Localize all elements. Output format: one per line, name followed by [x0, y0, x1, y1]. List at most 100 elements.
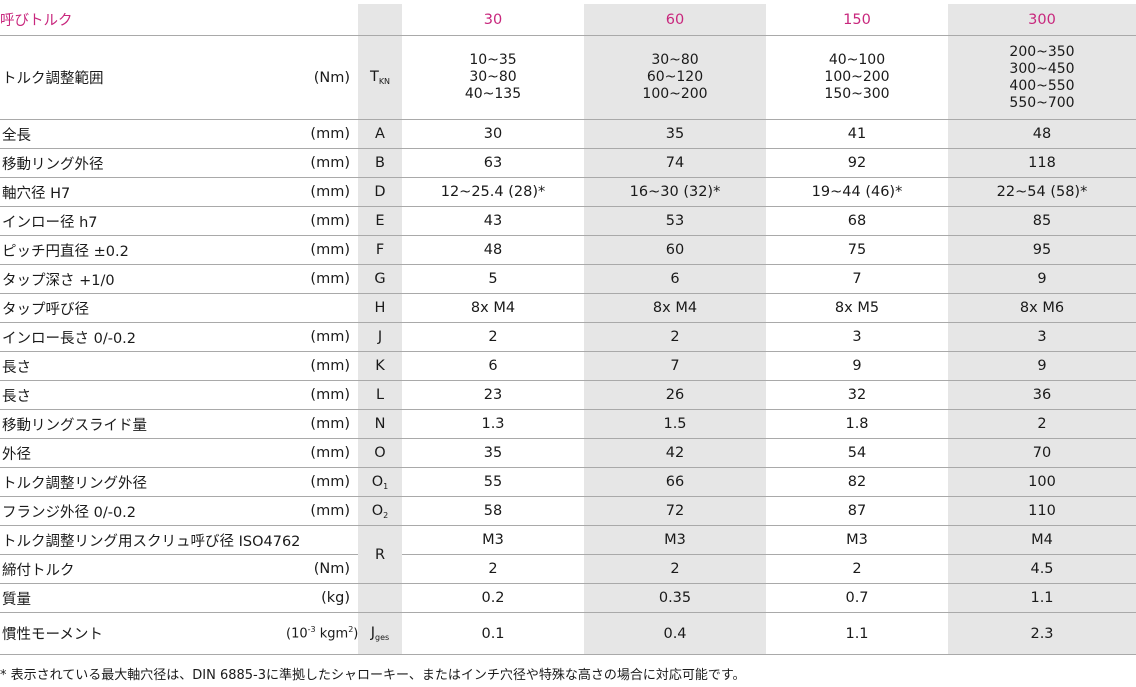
- unit-exponent: 2: [348, 625, 354, 635]
- value-cell: M4: [948, 525, 1136, 555]
- value-cell: 0.35: [584, 583, 766, 613]
- row-symbol: L: [358, 380, 402, 410]
- row-unit: (mm): [286, 351, 358, 381]
- row-unit: (mm): [286, 409, 358, 439]
- torque-value: 40~100: [828, 52, 886, 68]
- row-symbol: J: [358, 322, 402, 352]
- row-unit: (mm): [286, 206, 358, 236]
- table-row: ピッチ円直径 ±0.2 (mm) F 48 60 75 95: [0, 235, 1136, 265]
- value-cell: 74: [584, 148, 766, 178]
- size-header-150: 150: [766, 4, 948, 36]
- value-cell: 0.1: [402, 612, 584, 655]
- table-row: トルク調整リング外径 (mm) O1 55 66 82 100: [0, 467, 1136, 497]
- value-cell: 6: [584, 264, 766, 294]
- value-cell: 48: [948, 119, 1136, 149]
- value-cell: 8x M4: [584, 293, 766, 323]
- unit-part: kgm: [315, 626, 349, 642]
- table-row: 移動リング外径 (mm) B 63 74 92 118: [0, 148, 1136, 178]
- value-cell: 85: [948, 206, 1136, 236]
- header-row: 呼びトルク 30 60 150 300: [0, 4, 1136, 36]
- row-symbol: N: [358, 409, 402, 439]
- value-cell: 26: [584, 380, 766, 410]
- table-row: インロー径 h7 (mm) E 43 53 68 85: [0, 206, 1136, 236]
- row-label: インロー径 h7: [0, 206, 286, 236]
- footnote: * 表示されている最大軸穴径は、DIN 6885-3に準拠したシャローキー、また…: [0, 668, 746, 683]
- row-label: トルク調整リング外径: [0, 467, 286, 497]
- spec-table: 呼びトルク 30 60 150 300 トルク調整範囲 (Nm) TKN 10~…: [0, 4, 1136, 655]
- value-cell: 35: [402, 438, 584, 468]
- value-cell: 8x M6: [948, 293, 1136, 323]
- value-cell: 1.1: [948, 583, 1136, 613]
- table-row-tightening: 締付トルク (Nm) 2 2 2 4.5: [0, 554, 1136, 584]
- symbol-text: G: [374, 270, 386, 287]
- value-cell: 68: [766, 206, 948, 236]
- value-cell: 0.4: [584, 612, 766, 655]
- value-cell: 1.1: [766, 612, 948, 655]
- row-label: フランジ外径 0/-0.2: [0, 496, 286, 526]
- symbol-text: D: [374, 183, 386, 200]
- table-row: タップ深さ +1/0 (mm) G 5 6 7 9: [0, 264, 1136, 294]
- value-cell: 2: [584, 322, 766, 352]
- torque-value: 100~200: [824, 69, 890, 85]
- value-cell: 53: [584, 206, 766, 236]
- value-cell: 54: [766, 438, 948, 468]
- row-symbol: B: [358, 148, 402, 178]
- table-row: 移動リングスライド量 (mm) N 1.3 1.5 1.8 2: [0, 409, 1136, 439]
- row-label: トルク調整範囲: [0, 35, 286, 120]
- value-cell: 82: [766, 467, 948, 497]
- row-label: トルク調整リング用スクリュ呼び径 ISO4762: [0, 525, 358, 555]
- value-cell: 6: [402, 351, 584, 381]
- table-title: 呼びトルク: [0, 4, 358, 36]
- value-cell: 48: [402, 235, 584, 265]
- row-unit: (mm): [286, 467, 358, 497]
- row-label: 移動リングスライド量: [0, 409, 286, 439]
- row-symbol: H: [358, 293, 402, 323]
- value-cell: 36: [948, 380, 1136, 410]
- row-symbol: K: [358, 351, 402, 381]
- row-symbol: R: [358, 525, 402, 584]
- value-cell: 8x M5: [766, 293, 948, 323]
- unit-part: ): [353, 626, 358, 642]
- symbol-text: F: [375, 241, 385, 258]
- row-symbol: A: [358, 119, 402, 149]
- torque-value: 30~80: [651, 52, 699, 68]
- row-unit: (mm): [286, 380, 358, 410]
- torque-value: 30~80: [469, 69, 517, 85]
- symbol-text: J: [370, 625, 376, 641]
- torque-value: 200~350: [1009, 43, 1075, 60]
- value-cell: 60: [584, 235, 766, 265]
- value-cell: 9: [948, 264, 1136, 294]
- row-unit: (mm): [286, 264, 358, 294]
- value-cell: 35: [584, 119, 766, 149]
- value-cell: 58: [402, 496, 584, 526]
- row-symbol: [358, 583, 402, 613]
- row-symbol: F: [358, 235, 402, 265]
- torque-value: 10~35: [469, 52, 517, 68]
- value-cell: 87: [766, 496, 948, 526]
- row-symbol: G: [358, 264, 402, 294]
- value-cell: 0.2: [402, 583, 584, 613]
- torque-value: 60~120: [646, 69, 704, 85]
- unit-exponent: -3: [307, 625, 316, 635]
- table-row: 外径 (mm) O 35 42 54 70: [0, 438, 1136, 468]
- row-symbol: O1: [358, 467, 402, 497]
- value-cell: 2: [402, 554, 584, 584]
- symbol-subscript: 2: [383, 510, 389, 520]
- row-label: タップ深さ +1/0: [0, 264, 286, 294]
- value-cell: 55: [402, 467, 584, 497]
- symbol-text: L: [375, 386, 385, 403]
- row-symbol: E: [358, 206, 402, 236]
- symbol-text: N: [374, 415, 386, 432]
- value-cell: 2: [766, 554, 948, 584]
- value-cell: 3: [948, 322, 1136, 352]
- symbol-text: H: [374, 299, 386, 316]
- symbol-text: O: [371, 502, 384, 519]
- row-unit: (10-3 kgm2): [286, 612, 358, 655]
- torque-cell-60: 30~80 60~120 100~200: [584, 35, 766, 120]
- row-label: ピッチ円直径 ±0.2: [0, 235, 286, 265]
- torque-value: 300~450: [1009, 60, 1075, 77]
- value-cell: 7: [584, 351, 766, 381]
- row-symbol: D: [358, 177, 402, 207]
- torque-value: 550~700: [1009, 94, 1075, 111]
- value-cell: 1.5: [584, 409, 766, 439]
